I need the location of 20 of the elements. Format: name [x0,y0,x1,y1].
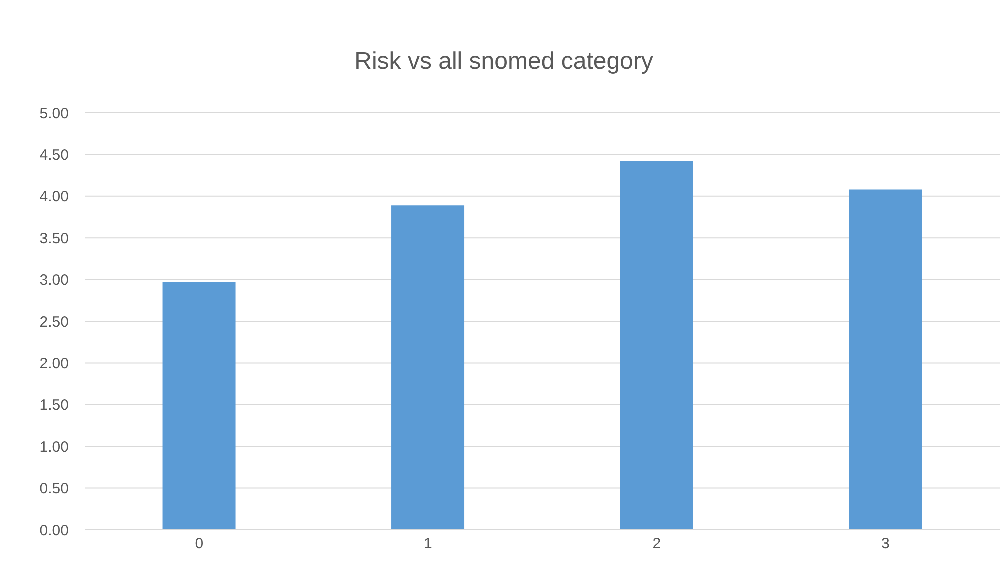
y-tick-label: 0.00 [40,522,69,540]
chart-title: Risk vs all snomed category [354,47,654,77]
x-tick-label: 2 [652,536,662,553]
bar [162,282,236,530]
y-tick-label: 1.50 [40,397,69,414]
y-tick-label: 1.00 [40,438,69,456]
y-tick-label: 4.50 [40,147,69,164]
y-tick-label: 2.50 [40,314,69,331]
y-tick-label: 3.00 [40,272,69,290]
x-tick-label: 1 [424,536,432,553]
y-tick-label: 4.00 [40,188,69,206]
x-tick-label: 3 [881,536,890,553]
y-tick-label: 0.50 [40,480,69,498]
y-tick-label: 5.00 [40,105,69,122]
bar [620,161,694,530]
y-tick-label: 3.50 [40,230,69,248]
bar [392,206,465,530]
x-tick-label: 0 [195,536,204,553]
bar [849,190,922,530]
y-tick-label: 2.00 [40,356,69,373]
